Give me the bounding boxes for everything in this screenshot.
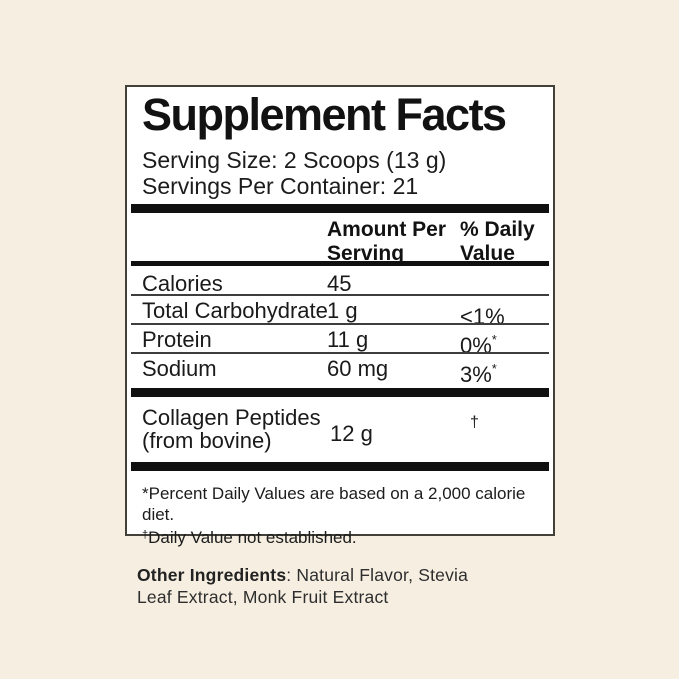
table-row-collagen-daily-value: † xyxy=(470,414,479,431)
row-name: Protein xyxy=(142,327,212,352)
table-row-sodium: Sodium 60 mg 3%* xyxy=(127,356,553,387)
column-header-daily-value: % Daily Value xyxy=(460,218,535,265)
middle-thick-divider xyxy=(131,388,549,397)
table-row-protein: Protein 11 g 0%* xyxy=(127,327,553,358)
table-row-collagen-amount: 12 g xyxy=(330,421,373,446)
top-thick-divider xyxy=(131,204,549,213)
table-row-calories: Calories 45 xyxy=(127,272,553,298)
table-row-total-carbohydrate: Total Carbohydrate 1 g <1% xyxy=(127,298,553,329)
other-ingredients-text: Other Ingredients: Natural Flavor, Stevi… xyxy=(137,565,469,607)
row-amount: 11 g xyxy=(327,327,369,352)
row-name: Sodium xyxy=(142,356,217,381)
row-amount: 45 xyxy=(327,271,352,296)
row-amount: 60 mg xyxy=(327,356,389,381)
footnotes: *Percent Daily Values are based on a 2,0… xyxy=(142,483,553,548)
row-name: Calories xyxy=(142,271,223,296)
panel-title: Supplement Facts xyxy=(142,89,507,140)
other-ingredients-label: Other Ingredients xyxy=(137,565,287,585)
row-separator xyxy=(131,323,549,325)
servings-per-container-text: Servings Per Container: 21 xyxy=(142,173,419,199)
table-row-collagen-name: Collagen Peptides (from bovine) xyxy=(142,405,321,453)
other-ingredients-line2: Leaf Extract, Monk Fruit Extract xyxy=(137,587,389,607)
footnote-daily-value-not-established: †Daily Value not established. xyxy=(142,528,357,547)
serving-size-text: Serving Size: 2 Scoops (13 g) xyxy=(142,147,447,173)
footnote-percent-daily-values: *Percent Daily Values are based on a 2,0… xyxy=(142,484,526,524)
bottom-thick-divider xyxy=(131,462,549,471)
column-header-amount-per-serving: Amount Per Serving xyxy=(327,218,447,265)
serving-info: Serving Size: 2 Scoops (13 g) Servings P… xyxy=(142,147,446,199)
row-separator xyxy=(131,352,549,354)
row-separator xyxy=(131,294,549,296)
row-name: Total Carbohydrate xyxy=(142,298,328,323)
row-daily-value: 3%* xyxy=(460,361,497,387)
row-amount: 1 g xyxy=(327,298,358,323)
header-divider xyxy=(131,261,549,266)
supplement-facts-panel: Supplement Facts Serving Size: 2 Scoops … xyxy=(125,85,555,547)
